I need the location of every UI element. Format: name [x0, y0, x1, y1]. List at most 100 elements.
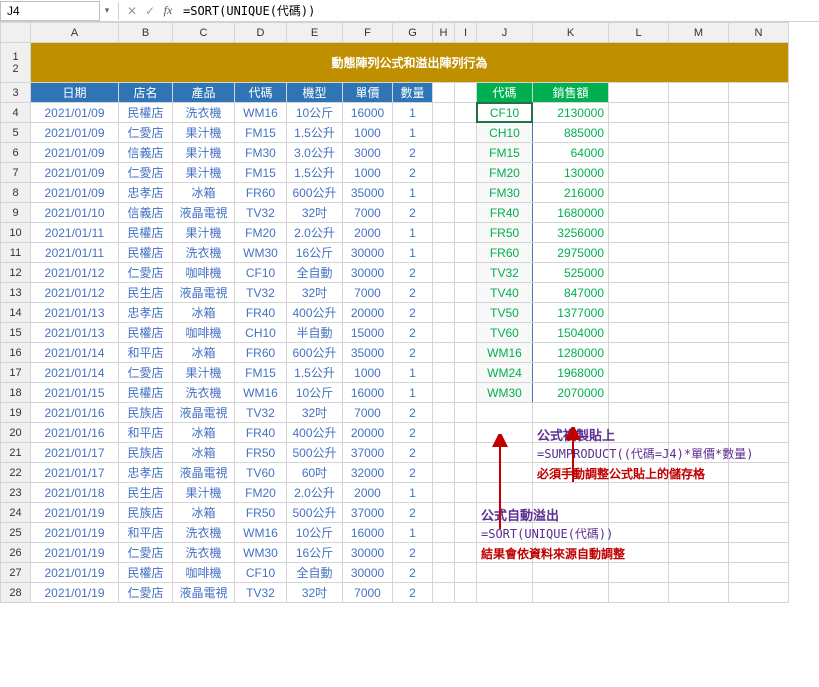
cell[interactable]: 咖啡機: [173, 263, 235, 283]
cell[interactable]: 2021/01/16: [31, 403, 119, 423]
cell[interactable]: 液晶電視: [173, 283, 235, 303]
row-header[interactable]: 9: [1, 203, 31, 223]
cell[interactable]: 37000: [343, 443, 393, 463]
cell[interactable]: 果汁機: [173, 483, 235, 503]
cell[interactable]: 2021/01/19: [31, 523, 119, 543]
cell[interactable]: [669, 343, 729, 363]
cell[interactable]: TV32: [235, 583, 287, 603]
cell[interactable]: [609, 223, 669, 243]
cell[interactable]: FM15: [235, 363, 287, 383]
cell[interactable]: 1: [393, 363, 433, 383]
cell[interactable]: [729, 83, 789, 103]
cell[interactable]: 2021/01/12: [31, 263, 119, 283]
hdr-product[interactable]: 產品: [173, 83, 235, 103]
cell[interactable]: 1280000: [533, 343, 609, 363]
hdr-date[interactable]: 日期: [31, 83, 119, 103]
cell[interactable]: 37000: [343, 503, 393, 523]
col-header[interactable]: G: [393, 23, 433, 43]
cell[interactable]: WM30: [477, 383, 533, 403]
col-header[interactable]: K: [533, 23, 609, 43]
cell[interactable]: [729, 563, 789, 583]
cell[interactable]: [455, 323, 477, 343]
cell[interactable]: 3256000: [533, 223, 609, 243]
cell[interactable]: FR40: [235, 303, 287, 323]
cell[interactable]: 2.0公升: [287, 483, 343, 503]
cell[interactable]: 30000: [343, 543, 393, 563]
cell[interactable]: 2: [393, 463, 433, 483]
cell[interactable]: 30000: [343, 243, 393, 263]
cell[interactable]: FR50: [235, 443, 287, 463]
row-header[interactable]: 13: [1, 283, 31, 303]
cell[interactable]: [533, 563, 609, 583]
cell[interactable]: 2021/01/19: [31, 503, 119, 523]
cell[interactable]: [669, 83, 729, 103]
cell[interactable]: 民權店: [119, 243, 173, 263]
cell[interactable]: 民權店: [119, 383, 173, 403]
cell[interactable]: [669, 223, 729, 243]
cell[interactable]: 冰箱: [173, 303, 235, 323]
cell[interactable]: 2: [393, 203, 433, 223]
cell[interactable]: 525000: [533, 263, 609, 283]
cell[interactable]: [433, 363, 455, 383]
cell[interactable]: [609, 563, 669, 583]
cell[interactable]: [729, 123, 789, 143]
cell[interactable]: 10公斤: [287, 103, 343, 123]
cell[interactable]: WM16: [477, 343, 533, 363]
cell[interactable]: 信義店: [119, 203, 173, 223]
cell[interactable]: [455, 423, 477, 443]
cell[interactable]: [609, 583, 669, 603]
cell[interactable]: 2: [393, 143, 433, 163]
cell[interactable]: [729, 183, 789, 203]
cell[interactable]: 和平店: [119, 523, 173, 543]
cell[interactable]: 2021/01/16: [31, 423, 119, 443]
cell[interactable]: FR40: [477, 203, 533, 223]
cell[interactable]: FM15: [235, 123, 287, 143]
name-box-dropdown[interactable]: ▾: [100, 5, 114, 16]
cell[interactable]: 1: [393, 123, 433, 143]
cell[interactable]: 600公升: [287, 343, 343, 363]
cell[interactable]: 1.5公升: [287, 163, 343, 183]
cell[interactable]: 2021/01/14: [31, 343, 119, 363]
cell[interactable]: [433, 483, 455, 503]
cell[interactable]: FR60: [477, 243, 533, 263]
name-box[interactable]: J4: [0, 1, 100, 21]
cell[interactable]: 60吋: [287, 463, 343, 483]
cell[interactable]: 仁愛店: [119, 123, 173, 143]
cell[interactable]: 2: [393, 323, 433, 343]
cell[interactable]: [609, 423, 669, 443]
row-header[interactable]: 20: [1, 423, 31, 443]
cell[interactable]: 果汁機: [173, 363, 235, 383]
cell[interactable]: 民族店: [119, 503, 173, 523]
cell[interactable]: [729, 303, 789, 323]
cell[interactable]: 1.5公升: [287, 123, 343, 143]
cell[interactable]: FM30: [477, 183, 533, 203]
cell[interactable]: 400公升: [287, 303, 343, 323]
cell[interactable]: 1: [393, 483, 433, 503]
row-header[interactable]: 26: [1, 543, 31, 563]
cell[interactable]: [455, 483, 477, 503]
cell[interactable]: TV50: [477, 303, 533, 323]
cell[interactable]: [729, 343, 789, 363]
cell[interactable]: =SUMPRODUCT((代碼=J4)*單價*數量): [533, 443, 609, 463]
cell[interactable]: 2: [393, 163, 433, 183]
cell[interactable]: [455, 283, 477, 303]
cell[interactable]: 結果會依資料來源自動調整: [477, 543, 533, 563]
cell[interactable]: [669, 423, 729, 443]
cell[interactable]: [669, 263, 729, 283]
cell[interactable]: [455, 103, 477, 123]
cell[interactable]: FM20: [235, 483, 287, 503]
cell[interactable]: 2021/01/12: [31, 283, 119, 303]
cell[interactable]: TV40: [477, 283, 533, 303]
row-header[interactable]: 8: [1, 183, 31, 203]
cell[interactable]: [729, 203, 789, 223]
hdr-code2[interactable]: 代碼: [477, 83, 533, 103]
row-header[interactable]: 19: [1, 403, 31, 423]
cell[interactable]: [609, 363, 669, 383]
cell[interactable]: 400公升: [287, 423, 343, 443]
cell[interactable]: [669, 123, 729, 143]
cell[interactable]: 2130000: [533, 103, 609, 123]
cell[interactable]: [477, 563, 533, 583]
cell[interactable]: 500公升: [287, 443, 343, 463]
row-header[interactable]: 4: [1, 103, 31, 123]
row-header[interactable]: 12: [1, 43, 31, 83]
